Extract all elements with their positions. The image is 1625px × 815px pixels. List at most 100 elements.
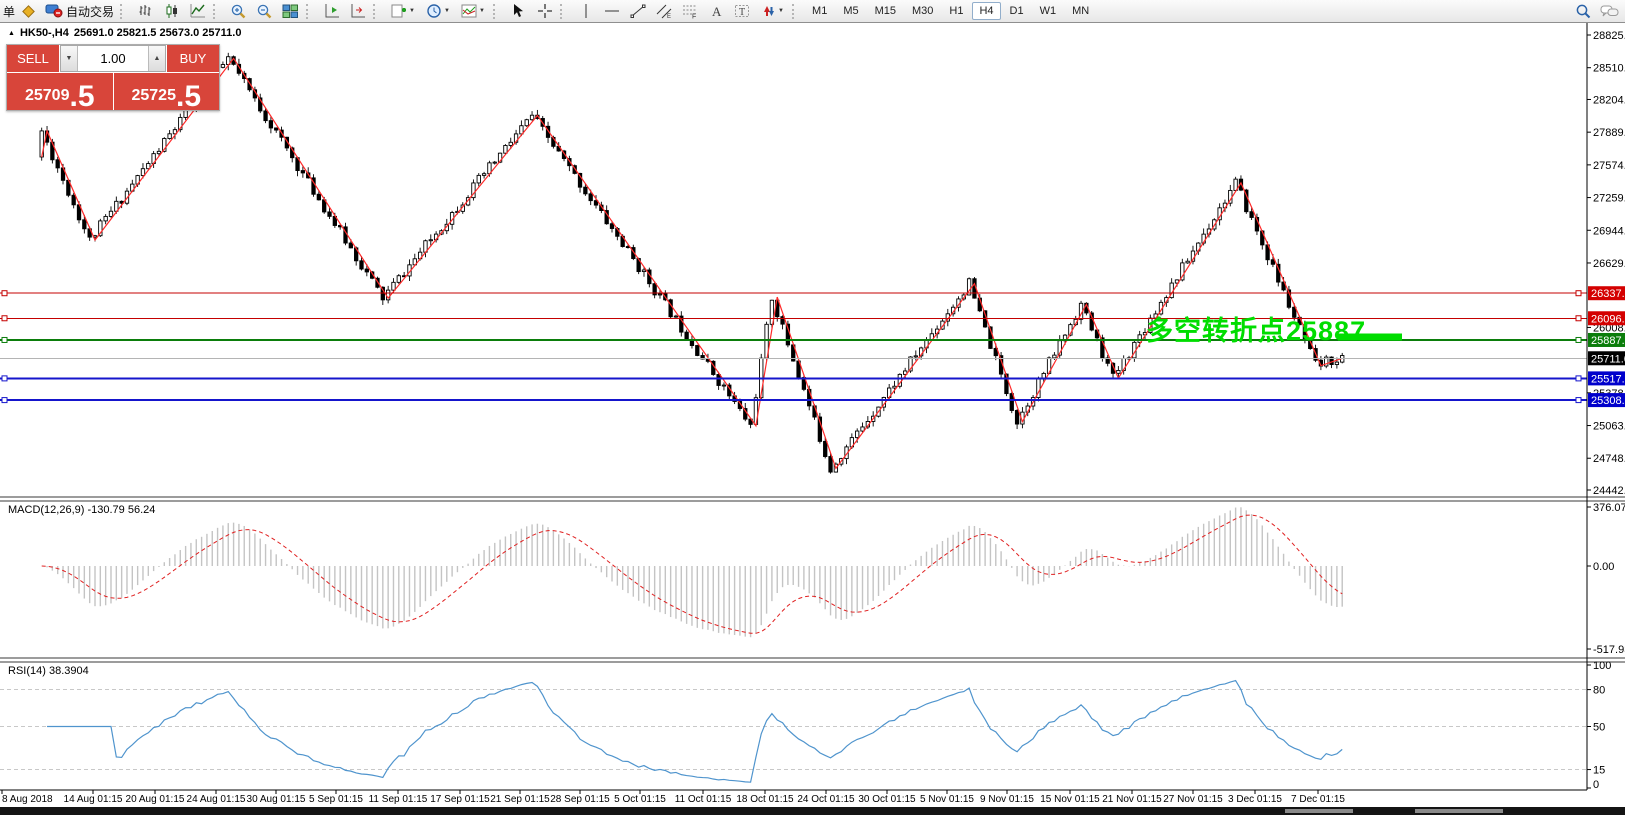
text-icon[interactable]: A — [703, 2, 728, 21]
svg-text:30 Oct 01:15: 30 Oct 01:15 — [858, 794, 916, 805]
zoom-in-icon[interactable] — [226, 2, 251, 21]
bar-chart-icon[interactable] — [133, 2, 158, 21]
timeframe-d1-button[interactable]: D1 — [1003, 2, 1031, 20]
volume-spinner: ▼ 1.00 ▲ — [60, 45, 166, 72]
svg-text:25711.0: 25711.0 — [1591, 353, 1625, 365]
toolbar-grip — [560, 3, 568, 19]
trendline-icon[interactable] — [625, 2, 650, 21]
window-bottom-bar — [0, 807, 1625, 815]
caret-down-icon: ▼ — [479, 8, 485, 14]
sell-button[interactable]: SELL — [7, 45, 59, 72]
cursor-icon[interactable] — [506, 2, 531, 21]
crosshair-icon[interactable] — [532, 2, 557, 21]
timeframe-m5-button[interactable]: M5 — [836, 2, 865, 20]
macd-label: MACD(12,26,9) -130.79 56.24 — [8, 504, 156, 516]
period-clock-icon[interactable]: ▼ — [421, 2, 455, 21]
volume-increase-button[interactable]: ▲ — [148, 46, 165, 71]
svg-text:9 Nov 01:15: 9 Nov 01:15 — [980, 794, 1034, 805]
caret-down-icon: ▼ — [778, 8, 784, 14]
search-icon[interactable] — [1571, 2, 1596, 21]
toolbar-grip — [373, 3, 381, 19]
toolbar-grip — [306, 3, 314, 19]
svg-text:24 Oct 01:15: 24 Oct 01:15 — [797, 794, 855, 805]
svg-text:17 Sep 01:15: 17 Sep 01:15 — [430, 794, 490, 805]
buy-price-button[interactable]: 25725.5 — [113, 73, 219, 111]
macd-pane[interactable] — [41, 507, 1343, 638]
svg-text:26337.6: 26337.6 — [1591, 288, 1625, 300]
timeframe-switcher: M1 M5 M15 M30 H1 H4 D1 W1 MN — [805, 2, 1096, 20]
svg-text:18 Oct 01:15: 18 Oct 01:15 — [736, 794, 794, 805]
equidistant-channel-icon[interactable]: E — [651, 2, 676, 21]
timeframe-w1-button[interactable]: W1 — [1033, 2, 1064, 20]
fibonacci-icon[interactable]: F — [677, 2, 702, 21]
buy-button[interactable]: BUY — [167, 45, 219, 72]
timeframe-m15-button[interactable]: M15 — [868, 2, 903, 20]
svg-text:15 Nov 01:15: 15 Nov 01:15 — [1040, 794, 1100, 805]
svg-text:26096.3: 26096.3 — [1591, 313, 1625, 325]
timeframe-h1-button[interactable]: H1 — [942, 2, 970, 20]
new-object-icon[interactable]: ▼ — [386, 2, 420, 21]
svg-text:24442.0: 24442.0 — [1593, 485, 1625, 497]
tile-windows-icon[interactable] — [278, 2, 303, 21]
svg-text:28204.0: 28204.0 — [1593, 94, 1625, 106]
axes: 28825.0 28510.0 28204.0 27889.0 27574.0 27259… — [0, 23, 1625, 805]
svg-text:26008.0: 26008.0 — [1593, 322, 1625, 334]
zoom-out-icon[interactable] — [252, 2, 277, 21]
vertical-line-icon[interactable] — [573, 2, 598, 21]
svg-text:A: A — [712, 4, 722, 19]
gold-badge-icon[interactable] — [16, 2, 41, 21]
svg-text:27574.0: 27574.0 — [1593, 160, 1625, 172]
buy-price: 25725 — [131, 87, 176, 104]
svg-text:21 Nov 01:15: 21 Nov 01:15 — [1102, 794, 1162, 805]
svg-text:50: 50 — [1593, 722, 1605, 734]
volume-value[interactable]: 1.00 — [78, 46, 148, 71]
auto-scroll-icon[interactable] — [345, 2, 370, 21]
svg-text:25887.2: 25887.2 — [1591, 335, 1625, 347]
timeframe-mn-button[interactable]: MN — [1065, 2, 1096, 20]
timeframe-h4-button[interactable]: H4 — [972, 2, 1001, 20]
arrows-icon[interactable]: ▼ — [755, 2, 789, 21]
svg-text:28510.0: 28510.0 — [1593, 63, 1625, 75]
svg-text:15: 15 — [1593, 765, 1605, 777]
autotrading-icon — [45, 1, 63, 21]
rsi-pane[interactable] — [0, 679, 1587, 783]
timeframe-m1-button[interactable]: M1 — [805, 2, 834, 20]
svg-text:5 Sep 01:15: 5 Sep 01:15 — [309, 794, 363, 805]
svg-text:20 Aug 01:15: 20 Aug 01:15 — [126, 794, 185, 805]
new-order-button[interactable]: 单 — [3, 4, 16, 19]
sell-price-button[interactable]: 25709.5 — [7, 73, 113, 113]
one-click-trading-panel: SELL ▼ 1.00 ▲ BUY 25709.5 25725.5 — [6, 44, 220, 111]
chart-shift-icon[interactable] — [319, 2, 344, 21]
svg-text:7 Dec 01:15: 7 Dec 01:15 — [1291, 794, 1345, 805]
svg-text:T: T — [739, 7, 745, 18]
toolbar-grip — [792, 3, 800, 19]
svg-text:100: 100 — [1593, 660, 1611, 672]
chat-icon[interactable] — [1597, 2, 1622, 21]
svg-text:5 Oct 01:15: 5 Oct 01:15 — [614, 794, 666, 805]
svg-text:-517.93: -517.93 — [1593, 644, 1625, 656]
volume-decrease-button[interactable]: ▼ — [61, 46, 78, 71]
svg-text:25308.1: 25308.1 — [1591, 395, 1625, 407]
svg-text:25517.2: 25517.2 — [1591, 373, 1625, 385]
text-label-icon[interactable]: T — [729, 2, 754, 21]
svg-text:11 Oct 01:15: 11 Oct 01:15 — [675, 794, 732, 805]
svg-text:14 Aug 01:15: 14 Aug 01:15 — [64, 794, 123, 805]
svg-text:26944.0: 26944.0 — [1593, 225, 1625, 237]
horizontal-line-icon[interactable] — [599, 2, 624, 21]
svg-text:24 Aug 01:15: 24 Aug 01:15 — [187, 794, 246, 805]
svg-text:8 Aug 2018: 8 Aug 2018 — [2, 794, 53, 805]
collapse-chart-arrow-icon[interactable]: ▲ — [8, 29, 15, 37]
line-chart-icon[interactable] — [185, 2, 210, 21]
timeframe-m30-button[interactable]: M30 — [905, 2, 940, 20]
sell-price-fraction: .5 — [69, 79, 95, 113]
indicators-icon[interactable]: ▼ — [456, 2, 490, 21]
candlestick-chart-icon[interactable] — [159, 2, 184, 21]
pivot-annotation: 多空转折点25887 — [1146, 316, 1367, 346]
autotrading-button[interactable]: 自动交易 — [42, 1, 117, 21]
caret-down-icon: ▼ — [409, 8, 415, 14]
price-pane[interactable] — [0, 52, 1587, 474]
toolbar-grip — [493, 3, 501, 19]
svg-text:0.00: 0.00 — [1593, 561, 1614, 573]
svg-text:26629.0: 26629.0 — [1593, 258, 1625, 270]
